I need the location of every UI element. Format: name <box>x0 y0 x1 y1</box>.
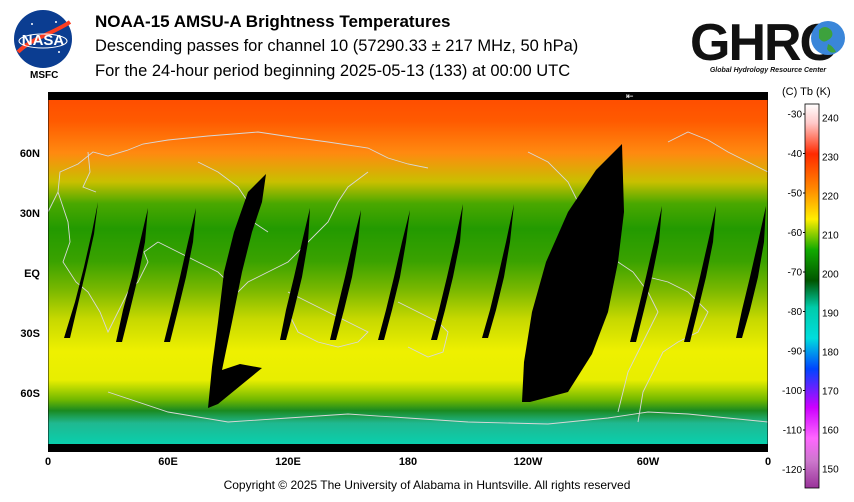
ghrc-logo[interactable]: GHRC Global Hydrology Resource Center <box>688 8 848 76</box>
channel-subtitle: Descending passes for channel 10 (57290.… <box>95 37 579 55</box>
copyright-notice: Copyright © 2025 The University of Alaba… <box>223 478 631 492</box>
lat-label-60s: 60S <box>20 388 40 400</box>
colorbar-header: (C) Tb (K) <box>782 86 831 98</box>
kelvin-tick-label: 170 <box>822 387 839 398</box>
celsius-tick-label: -30 <box>788 110 803 121</box>
kelvin-tick-label: 200 <box>822 270 839 281</box>
lat-label-60n: 60N <box>19 148 40 160</box>
temperature-colorbar: -30 -40 -50 -60 -70 -80 -90 -100 -110 -120 240 230 2… <box>775 100 849 492</box>
kelvin-tick-label: 160 <box>822 426 839 437</box>
kelvin-tick-label: 150 <box>822 465 839 476</box>
nasa-logo[interactable]: NASA <box>12 8 74 70</box>
lat-label-30s: 30S <box>20 328 40 340</box>
orbit-gaps <box>64 144 766 408</box>
celsius-tick-label: -40 <box>788 149 803 160</box>
celsius-tick-label: -50 <box>788 189 803 200</box>
celsius-tick-label: -110 <box>783 426 803 437</box>
lon-label-120e: 120E <box>275 456 301 468</box>
kelvin-tick-label: 220 <box>822 192 839 203</box>
period-subtitle: For the 24-hour period beginning 2025-05… <box>95 62 571 80</box>
celsius-tick-label: -80 <box>788 307 803 318</box>
kelvin-tick-label: 190 <box>822 309 839 320</box>
celsius-tick-label: -60 <box>788 228 803 239</box>
lon-label-0-right: 0 <box>764 456 772 468</box>
page-title: NOAA-15 AMSU-A Brightness Temperatures <box>95 12 451 31</box>
kelvin-tick-label: 240 <box>822 114 839 125</box>
lon-label-60e: 60E <box>158 456 178 468</box>
celsius-tick-label: -70 <box>788 268 803 279</box>
svg-text:⇤: ⇤ <box>626 92 634 102</box>
celsius-tick-label: -90 <box>788 347 803 358</box>
lat-label-30n: 30N <box>19 208 40 220</box>
kelvin-tick-label: 180 <box>822 348 839 359</box>
coastlines <box>47 131 769 425</box>
svg-text:NASA: NASA <box>22 32 65 49</box>
svg-text:Global Hydrology Resource Cent: Global Hydrology Resource Center <box>710 67 828 74</box>
lon-label-60w: 60W <box>636 456 660 468</box>
brightness-temperature-map[interactable]: ⇤ <box>47 91 769 453</box>
kelvin-tick-label: 210 <box>822 231 839 242</box>
celsius-tick-label: -100 <box>782 386 802 397</box>
lon-label-0-left: 0 <box>44 456 52 468</box>
celsius-tick-label: -120 <box>782 465 802 476</box>
lat-label-eq: EQ <box>24 268 40 280</box>
kelvin-tick-label: 230 <box>822 153 839 164</box>
msfc-label: MSFC <box>30 70 59 81</box>
lon-label-120w: 120W <box>513 456 543 468</box>
lon-label-180: 180 <box>398 456 418 468</box>
